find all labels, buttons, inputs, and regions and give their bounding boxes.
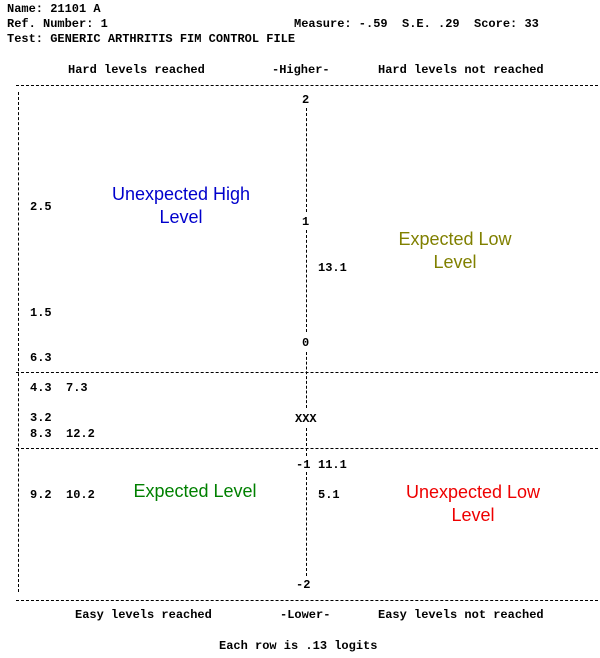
left-item: 8.3 12.2 xyxy=(30,427,95,441)
axis-tick-1: 1 xyxy=(302,215,310,229)
right-item: 13.1 xyxy=(318,261,347,275)
axis-segment-1 xyxy=(306,108,307,212)
quadrant-label-expected-low: Expected Low Level xyxy=(398,229,512,272)
bottom-left-label: Easy levels reached xyxy=(75,608,212,622)
top-center-label: -Higher- xyxy=(272,63,330,77)
right-item: 5.1 xyxy=(318,488,340,502)
bottom-center-label: -Lower- xyxy=(280,608,331,622)
axis-segment-3 xyxy=(306,352,307,408)
left-item: 9.2 10.2 xyxy=(30,488,95,502)
top-right-label: Hard levels not reached xyxy=(378,63,544,77)
quadrant-label-expected: Expected Level xyxy=(133,481,257,501)
bottom-right-label: Easy levels not reached xyxy=(378,608,544,622)
person-name: Name: 21101 A xyxy=(7,2,101,16)
axis-tick-2: 2 xyxy=(302,93,310,107)
right-item: 11.1 xyxy=(318,458,347,472)
left-item: 6.3 xyxy=(30,351,52,365)
axis-segment-5 xyxy=(306,472,307,576)
axis-tick-minus-1: -1 xyxy=(296,458,311,472)
left-item: 2.5 xyxy=(30,200,52,214)
bottom-border-line xyxy=(16,600,598,601)
quadrant-label-unexpected-low: Unexpected Low Level xyxy=(405,482,541,525)
axis-tick-minus-2: -2 xyxy=(296,578,311,592)
quadrant-label-unexpected-high: Unexpected High Level xyxy=(111,184,251,227)
test-name: Test: GENERIC ARTHRITIS FIM CONTROL FILE xyxy=(7,32,296,46)
measure-line: Measure: -.59 S.E. .29 Score: 33 xyxy=(294,17,539,31)
left-border-line xyxy=(18,92,19,592)
top-left-label: Hard levels reached xyxy=(68,63,205,77)
top-border-line xyxy=(16,85,598,86)
reference-number: Ref. Number: 1 xyxy=(7,17,108,31)
upper-divider-line xyxy=(16,372,598,373)
left-item: 4.3 7.3 xyxy=(30,381,88,395)
left-item: 1.5 xyxy=(30,306,52,320)
axis-segment-2 xyxy=(306,230,307,332)
footer-note: Each row is .13 logits xyxy=(219,639,378,653)
person-measure-marker: XXX xyxy=(295,412,317,426)
lower-divider-line xyxy=(16,448,598,449)
axis-tick-0: 0 xyxy=(302,336,310,350)
left-item: 3.2 xyxy=(30,411,52,425)
axis-segment-4 xyxy=(306,428,307,456)
